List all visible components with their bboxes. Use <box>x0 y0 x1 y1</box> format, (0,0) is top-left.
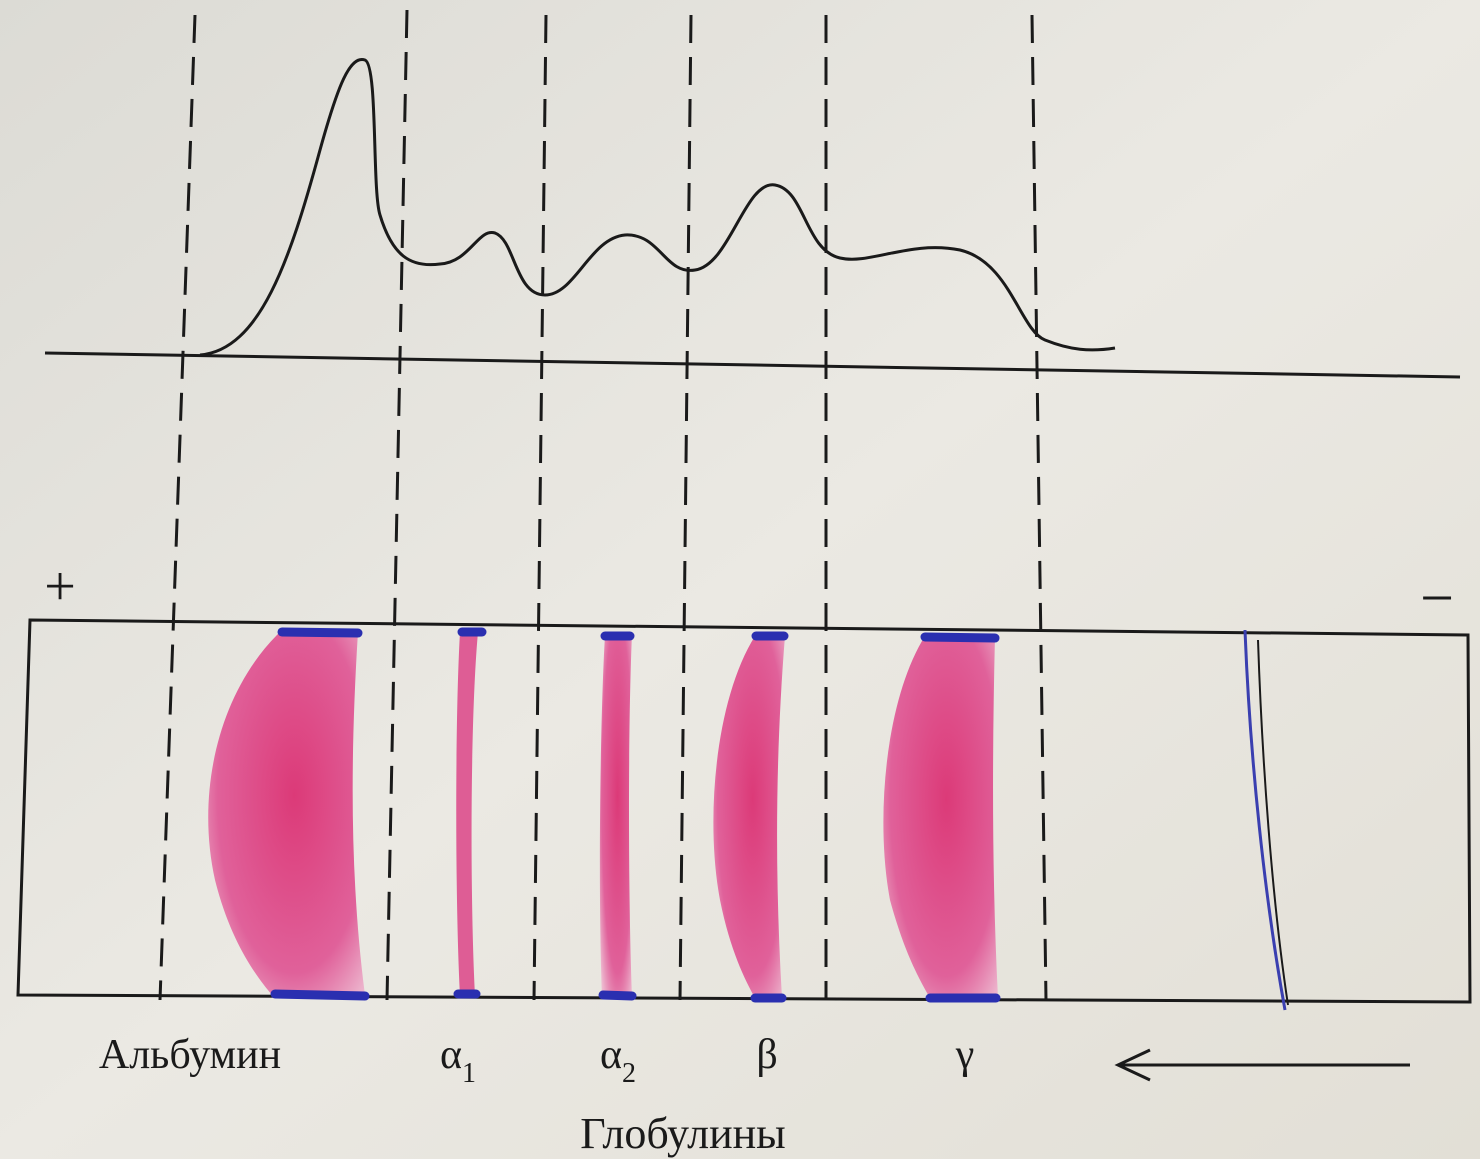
band-alpha2 <box>599 635 632 995</box>
separator <box>158 14 197 1001</box>
band-alpha1 <box>456 632 478 995</box>
separator <box>1030 14 1048 1001</box>
density-curve <box>199 58 1116 357</box>
fraction-label: α2 <box>600 1032 636 1089</box>
fraction-symbol: α <box>600 1032 622 1078</box>
bands <box>208 627 1001 1003</box>
band-beta <box>713 636 785 998</box>
band-edge <box>270 989 370 1001</box>
band-edge <box>598 990 637 1001</box>
separator <box>532 14 548 1001</box>
baseline <box>44 351 1461 379</box>
electrode-plus: + <box>44 556 76 618</box>
strip <box>16 618 1472 1004</box>
separators <box>158 9 1048 1001</box>
fraction-label: β <box>756 1032 777 1078</box>
direction-arrowhead <box>1114 1048 1151 1082</box>
group-label: Глобулины <box>580 1109 785 1158</box>
separator <box>385 9 409 1001</box>
fraction-subscript: 2 <box>622 1058 636 1089</box>
electrode-minus: − <box>1420 565 1454 631</box>
band-edge <box>920 632 1000 643</box>
fraction-label: Альбумин <box>99 1032 281 1078</box>
fraction-label: α1 <box>440 1032 476 1089</box>
band-gamma <box>883 636 998 998</box>
separator <box>678 14 693 1001</box>
origin-line <box>1257 639 1289 1006</box>
fraction-subscript: 1 <box>462 1058 476 1089</box>
fraction-symbol: α <box>440 1032 462 1078</box>
fraction-label: γ <box>955 1032 975 1078</box>
origin-line <box>1243 629 1287 1011</box>
band-albumin <box>208 632 365 995</box>
band-edge <box>277 627 363 638</box>
